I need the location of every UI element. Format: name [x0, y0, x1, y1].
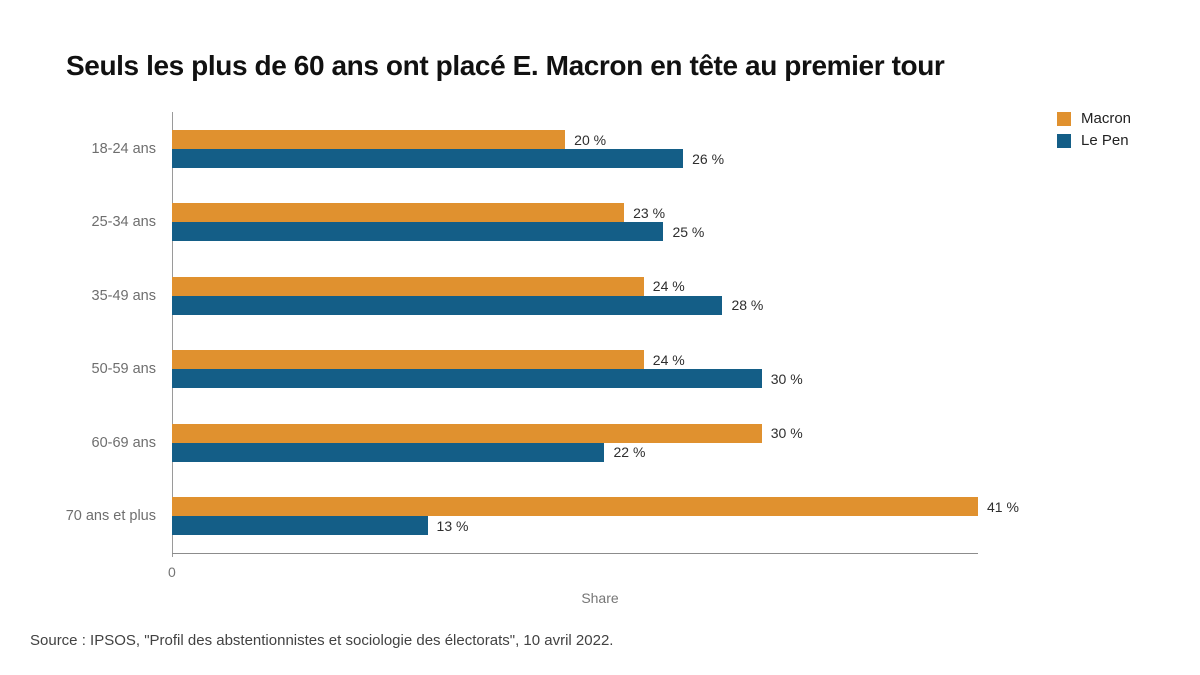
- bar-le-pen: 28 %: [172, 295, 763, 315]
- legend: Macron Le Pen: [1057, 110, 1131, 149]
- legend-item-lepen: Le Pen: [1057, 132, 1131, 149]
- chart-title: Seuls les plus de 60 ans ont placé E. Ma…: [66, 50, 945, 81]
- plot-area: 0 18-24 ans 20 % 26 % 25-34 ans 23 % 25 % 35-4…: [66, 112, 1019, 580]
- bar-macron: 30 %: [172, 423, 803, 443]
- legend-item-macron: Macron: [1057, 110, 1131, 127]
- bar-value-label: 23 %: [633, 204, 666, 221]
- bar-value-label: 26 %: [692, 150, 725, 167]
- legend-swatch-lepen: [1057, 133, 1071, 148]
- category-label: 25-34 ans: [91, 214, 157, 231]
- bar-le-pen: 25 %: [172, 222, 704, 242]
- bar-macron: 23 %: [172, 203, 665, 223]
- bar-value-label: 25 %: [672, 223, 705, 240]
- bar-value-label: 13 %: [436, 517, 469, 534]
- x-axis-line: [172, 553, 978, 554]
- bar-le-pen: 22 %: [172, 442, 645, 462]
- zero-gridline: [172, 112, 173, 557]
- x-axis-tick-zero: 0: [168, 564, 176, 580]
- legend-label-lepen: Le Pen: [1081, 132, 1129, 149]
- bar-value-label: 30 %: [770, 425, 803, 442]
- bar-le-pen: 30 %: [172, 369, 803, 389]
- bar-macron: 20 %: [172, 130, 606, 149]
- legend-label-macron: Macron: [1081, 110, 1132, 127]
- bar-value-label: 24 %: [652, 351, 685, 368]
- category-label: 35-49 ans: [91, 287, 157, 304]
- bar-value-label: 20 %: [574, 131, 607, 148]
- source-note: Source : IPSOS, "Profil des abstentionni…: [30, 632, 614, 649]
- legend-swatch-macron: [1057, 111, 1071, 126]
- x-axis-title: Share: [581, 590, 619, 606]
- bar-macron: 24 %: [172, 276, 685, 296]
- bar-macron: 41 %: [172, 497, 1019, 516]
- bar-le-pen: 13 %: [172, 516, 468, 535]
- category-label: 70 ans et plus: [65, 508, 156, 524]
- bar-value-label: 22 %: [613, 444, 646, 461]
- category-label: 50-59 ans: [91, 361, 157, 378]
- category-label: 60-69 ans: [91, 434, 157, 451]
- bar-value-label: 41 %: [987, 498, 1019, 515]
- bar-value-label: 28 %: [731, 297, 764, 314]
- bar-value-label: 30 %: [770, 370, 803, 387]
- bar-value-label: 24 %: [652, 278, 685, 295]
- category-label: 18-24 ans: [91, 141, 157, 157]
- bar-le-pen: 26 %: [172, 149, 724, 168]
- bar-macron: 24 %: [172, 350, 685, 370]
